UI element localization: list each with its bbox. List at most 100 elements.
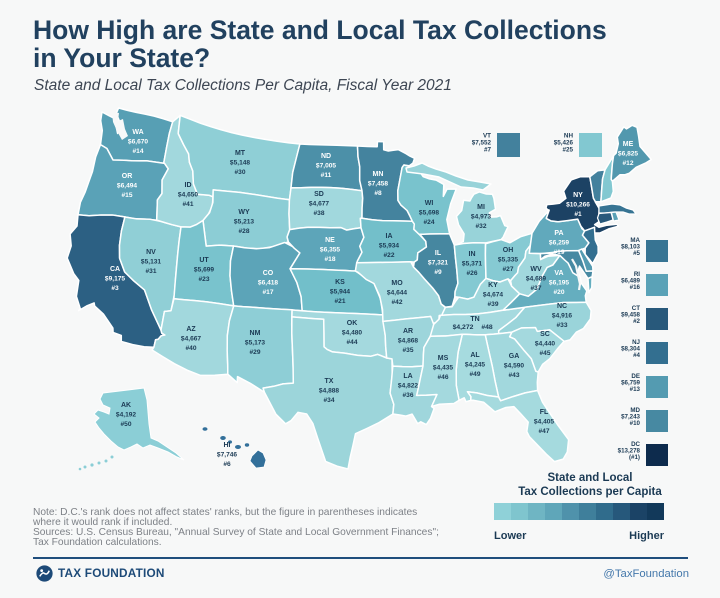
svg-text:NV: NV xyxy=(146,249,156,256)
svg-text:MD: MD xyxy=(630,407,640,414)
svg-text:#27: #27 xyxy=(502,266,513,273)
svg-text:$13,278: $13,278 xyxy=(618,448,641,455)
svg-text:WV: WV xyxy=(530,266,542,273)
svg-text:$4,689: $4,689 xyxy=(526,276,547,283)
svg-text:$5,335: $5,335 xyxy=(498,257,519,264)
svg-text:IN: IN xyxy=(469,251,476,258)
svg-text:$7,552: $7,552 xyxy=(472,140,492,147)
svg-text:#38: #38 xyxy=(313,210,324,217)
svg-text:$10,266: $10,266 xyxy=(566,202,590,209)
svg-text:#48: #48 xyxy=(481,324,493,331)
svg-text:$4,440: $4,440 xyxy=(535,341,556,348)
svg-text:Tax Collections per Capita: Tax Collections per Capita xyxy=(518,486,662,498)
svg-text:NE: NE xyxy=(325,237,335,244)
svg-text:SD: SD xyxy=(314,191,324,198)
svg-text:#14: #14 xyxy=(132,148,143,155)
svg-text:#45: #45 xyxy=(539,350,550,357)
svg-text:CT: CT xyxy=(632,305,640,312)
svg-text:#46: #46 xyxy=(437,374,448,381)
svg-text:ME: ME xyxy=(623,141,634,148)
svg-text:$4,650: $4,650 xyxy=(178,192,199,199)
svg-text:AK: AK xyxy=(121,402,131,409)
svg-text:$5,944: $5,944 xyxy=(330,289,351,296)
svg-text:#10: #10 xyxy=(630,420,641,427)
svg-text:WI: WI xyxy=(425,200,434,207)
svg-text:$5,934: $5,934 xyxy=(379,243,400,250)
svg-text:LA: LA xyxy=(403,373,412,380)
svg-text:#42: #42 xyxy=(391,299,402,306)
svg-text:#2: #2 xyxy=(633,318,640,325)
svg-text:UT: UT xyxy=(199,257,209,264)
svg-text:VT: VT xyxy=(483,133,491,140)
svg-text:MI: MI xyxy=(477,204,485,211)
svg-text:#24: #24 xyxy=(423,219,434,226)
svg-text:Lower: Lower xyxy=(494,530,527,542)
svg-text:$4,916: $4,916 xyxy=(552,313,573,320)
svg-text:Higher: Higher xyxy=(629,530,665,542)
svg-text:NH: NH xyxy=(564,133,574,140)
svg-text:NY: NY xyxy=(573,192,583,199)
svg-text:$4,405: $4,405 xyxy=(534,419,555,426)
svg-text:$4,644: $4,644 xyxy=(387,290,408,297)
svg-text:$5,148: $5,148 xyxy=(230,160,251,167)
svg-text:#18: #18 xyxy=(324,256,335,263)
svg-text:$8,304: $8,304 xyxy=(621,346,640,353)
svg-text:NJ: NJ xyxy=(632,339,640,346)
svg-text:OK: OK xyxy=(347,320,358,327)
svg-text:$6,259: $6,259 xyxy=(549,240,570,247)
svg-text:MA: MA xyxy=(630,237,640,244)
svg-text:SC: SC xyxy=(540,331,550,338)
svg-text:DC: DC xyxy=(631,441,640,448)
svg-text:IA: IA xyxy=(386,233,393,240)
svg-text:#28: #28 xyxy=(238,228,249,235)
svg-text:ID: ID xyxy=(185,182,192,189)
svg-text:IL: IL xyxy=(435,250,442,257)
svg-text:(#1): (#1) xyxy=(629,454,640,461)
svg-text:$6,670: $6,670 xyxy=(128,139,149,146)
svg-text:#6: #6 xyxy=(223,461,231,468)
svg-text:$4,480: $4,480 xyxy=(342,330,363,337)
svg-text:$6,759: $6,759 xyxy=(621,380,640,387)
svg-text:$4,868: $4,868 xyxy=(398,338,419,345)
svg-text:#1: #1 xyxy=(574,211,582,218)
svg-text:RI: RI xyxy=(634,271,640,278)
svg-text:$7,321: $7,321 xyxy=(428,260,449,267)
svg-text:$6,195: $6,195 xyxy=(549,280,570,287)
svg-text:#32: #32 xyxy=(475,223,486,230)
svg-text:#20: #20 xyxy=(553,289,564,296)
svg-text:#17: #17 xyxy=(262,289,273,296)
svg-text:$4,677: $4,677 xyxy=(309,201,330,208)
svg-text:$4,590: $4,590 xyxy=(504,363,525,370)
svg-text:WA: WA xyxy=(132,129,143,136)
svg-text:$5,699: $5,699 xyxy=(194,267,215,274)
svg-text:GA: GA xyxy=(509,353,520,360)
svg-text:$5,698: $5,698 xyxy=(419,210,440,217)
svg-text:#21: #21 xyxy=(334,298,345,305)
svg-text:$4,192: $4,192 xyxy=(116,412,137,419)
svg-text:#9: #9 xyxy=(434,269,442,276)
svg-text:$6,489: $6,489 xyxy=(621,278,640,285)
svg-text:#19: #19 xyxy=(553,249,564,256)
svg-text:#8: #8 xyxy=(374,190,382,197)
svg-text:$6,494: $6,494 xyxy=(117,183,138,190)
svg-text:$4,973: $4,973 xyxy=(471,214,492,221)
svg-text:$4,822: $4,822 xyxy=(398,383,419,390)
svg-text:#29: #29 xyxy=(249,349,260,356)
svg-text:#13: #13 xyxy=(630,386,641,393)
svg-text:$7,458: $7,458 xyxy=(368,181,389,188)
svg-text:#15: #15 xyxy=(121,192,132,199)
svg-text:#33: #33 xyxy=(556,322,567,329)
svg-text:$9,175: $9,175 xyxy=(105,276,126,283)
svg-text:#16: #16 xyxy=(630,284,641,291)
svg-text:$6,825: $6,825 xyxy=(618,151,639,158)
svg-text:VA: VA xyxy=(554,270,563,277)
svg-text:$5,131: $5,131 xyxy=(141,259,162,266)
svg-text:$4,888: $4,888 xyxy=(319,388,340,395)
svg-text:CO: CO xyxy=(263,270,274,277)
svg-text:TX: TX xyxy=(325,378,334,385)
svg-text:#31: #31 xyxy=(145,268,156,275)
svg-text:$6,355: $6,355 xyxy=(320,247,341,254)
svg-text:FL: FL xyxy=(540,409,549,416)
svg-text:#47: #47 xyxy=(538,428,549,435)
svg-text:State and Local: State and Local xyxy=(548,472,633,484)
